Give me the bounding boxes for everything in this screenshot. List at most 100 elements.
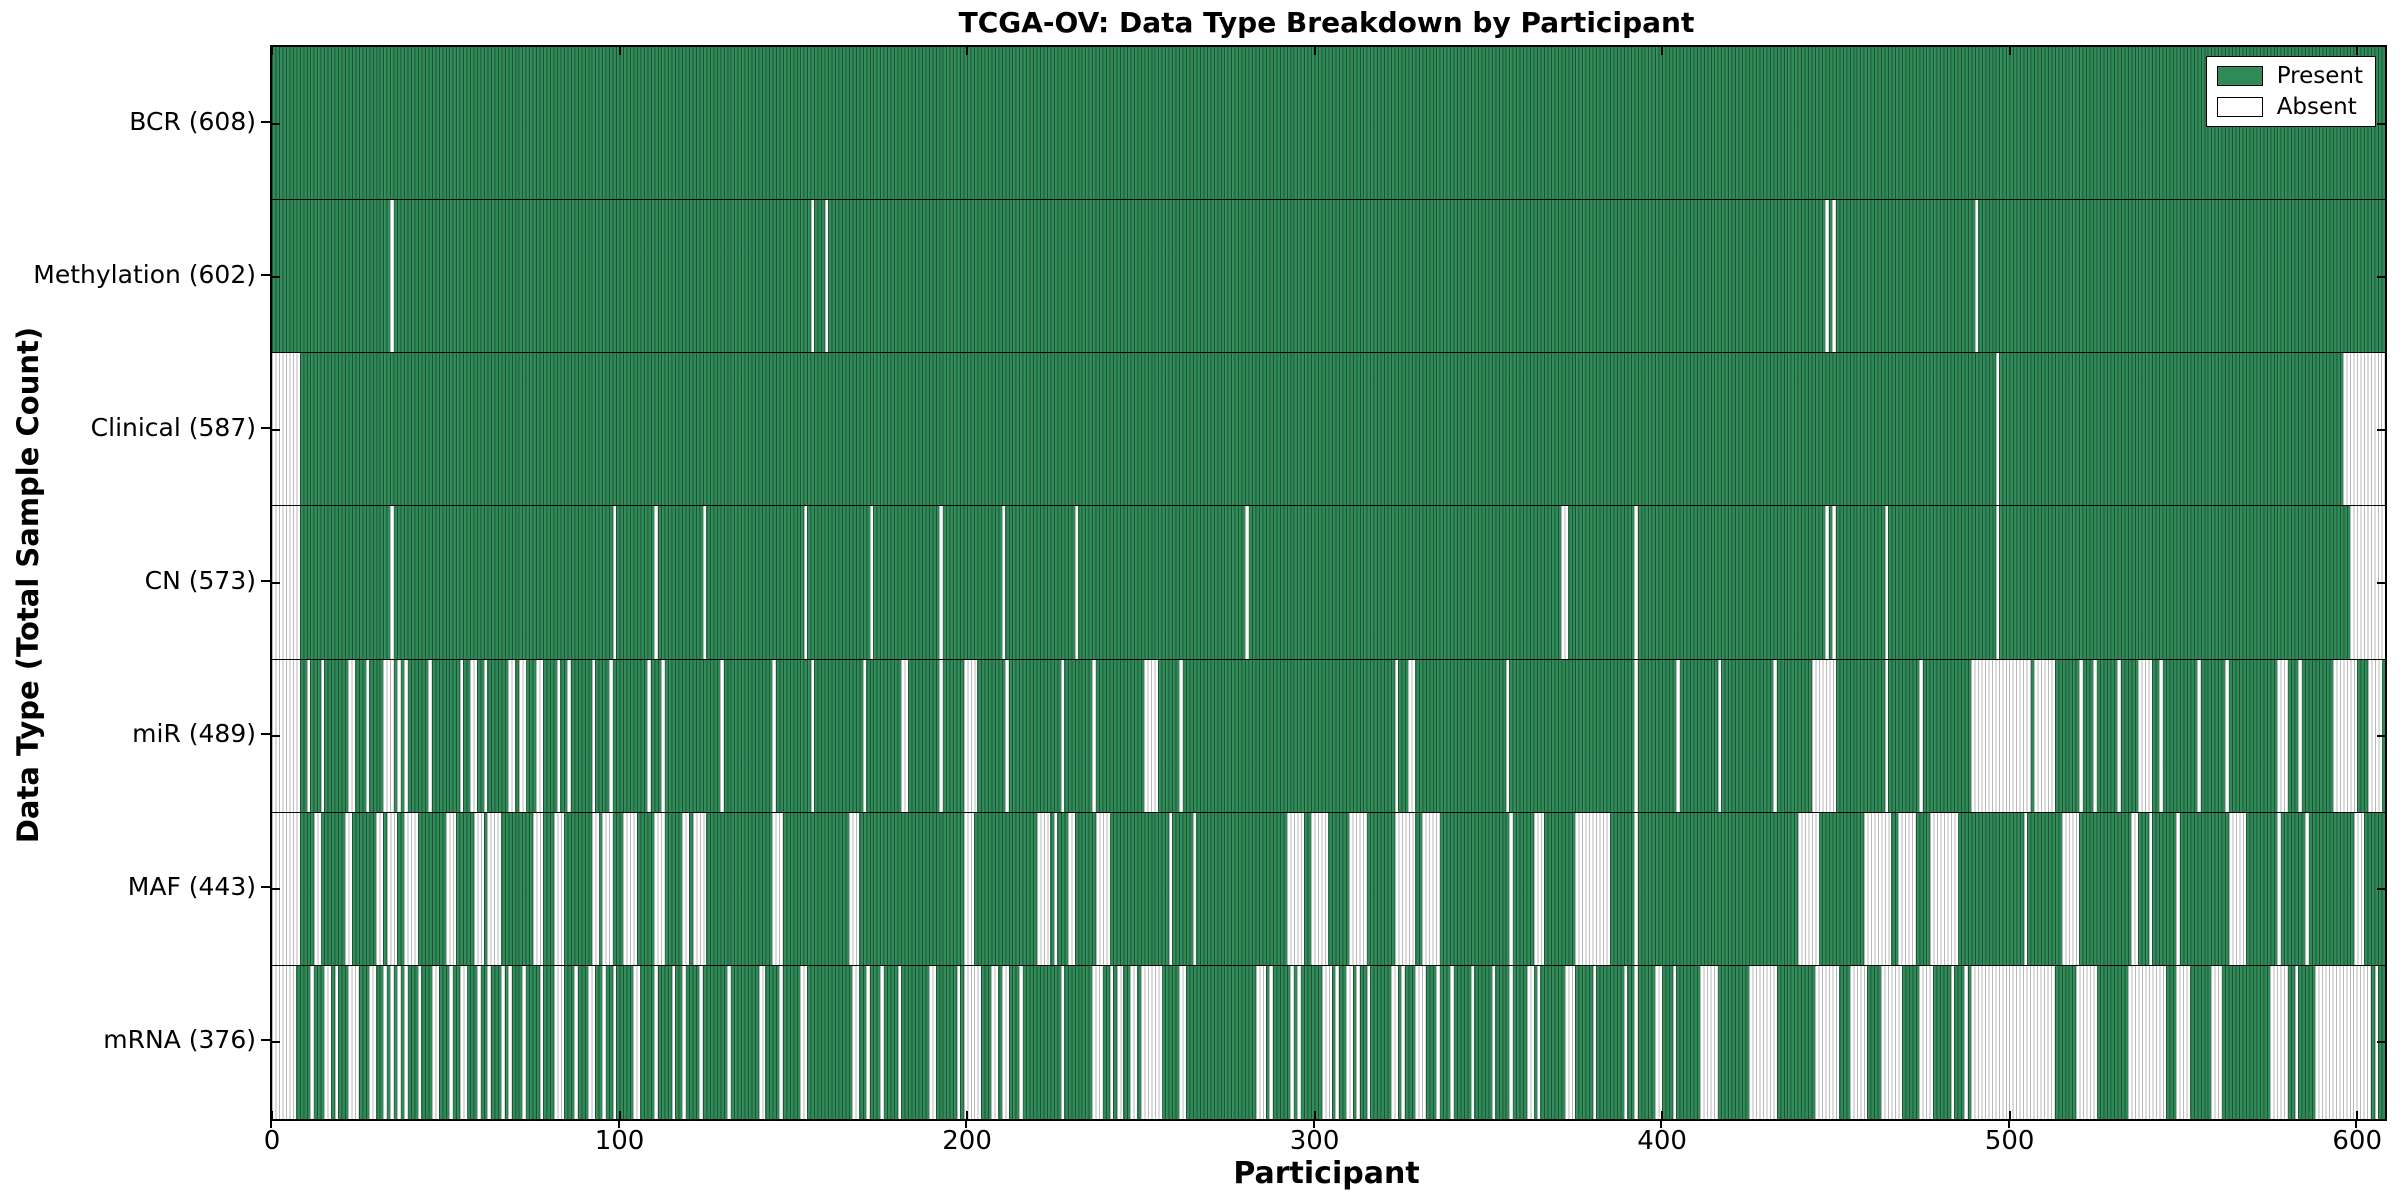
absent-stripe <box>473 812 484 965</box>
absent-stripe <box>2332 659 2358 812</box>
absent-stripe <box>2176 812 2180 965</box>
row-mir <box>272 659 2385 813</box>
absent-stripe <box>1450 965 1454 1119</box>
absent-stripe <box>508 965 512 1119</box>
absent-stripe <box>1401 965 1405 1119</box>
absent-stripe <box>522 965 526 1119</box>
x-tick-mark-inner <box>1313 1111 1316 1119</box>
absent-stripe <box>810 200 815 353</box>
absent-stripe <box>1144 659 1159 812</box>
absent-stripe <box>2294 965 2299 1119</box>
y-tick-mark <box>261 426 270 429</box>
absent-stripe <box>1561 506 1569 659</box>
absent-stripe <box>344 812 352 965</box>
absent-stripe <box>2159 659 2163 812</box>
absent-stripe <box>1179 965 1186 1119</box>
absent-stripe <box>365 659 370 812</box>
absent-stripe <box>803 506 808 659</box>
absent-stripe <box>2176 965 2191 1119</box>
absent-stripe <box>2225 659 2229 812</box>
absent-stripe <box>1415 965 1423 1119</box>
absent-stripe <box>1436 965 1440 1119</box>
absent-stripe <box>869 506 874 659</box>
absent-stripe <box>320 659 325 812</box>
absent-stripe <box>2211 965 2222 1119</box>
x-tick-mark-inner <box>966 1111 969 1119</box>
absent-stripe <box>2270 965 2288 1119</box>
x-tick-label: 100 <box>594 1126 645 1156</box>
absent-stripe <box>2367 659 2382 812</box>
absent-stripe <box>1509 812 1513 965</box>
absent-stripe <box>2079 659 2083 812</box>
x-tick-mark-inner <box>271 1111 273 1119</box>
absent-stripe <box>588 965 596 1119</box>
absent-stripe <box>2075 965 2097 1119</box>
absent-stripe <box>702 506 707 659</box>
absent-stripe <box>390 506 394 659</box>
x-tick-mark-inner <box>2008 1111 2011 1119</box>
absent-stripe <box>1995 506 2000 659</box>
absent-stripe <box>1749 965 1777 1119</box>
absent-stripe <box>553 965 564 1119</box>
absent-stripe <box>404 812 418 965</box>
absent-stripe <box>1533 812 1544 965</box>
absent-stripe <box>862 659 867 812</box>
absent-stripe <box>963 965 974 1119</box>
y-tick-label: Clinical (587) <box>90 412 256 442</box>
x-tick-mark <box>2355 1119 2358 1128</box>
x-tick-mark-inner <box>271 47 273 55</box>
row-mrna <box>272 965 2385 1119</box>
absent-stripe <box>574 965 578 1119</box>
x-tick-mark <box>965 1119 968 1128</box>
y-tick-mark-inner <box>2377 582 2385 584</box>
absent-stripe <box>901 659 908 812</box>
x-tick-mark <box>2007 1119 2010 1128</box>
absent-stripe <box>591 659 596 812</box>
absent-stripe <box>536 659 544 812</box>
y-tick-mark <box>261 1039 270 1042</box>
absent-stripe <box>1815 965 1840 1119</box>
absent-stripe <box>991 965 999 1119</box>
absent-stripe <box>1773 659 1777 812</box>
absent-stripe <box>609 659 613 812</box>
absent-stripe <box>692 812 707 965</box>
absent-stripe <box>2350 506 2385 659</box>
x-tick-mark-inner <box>1313 47 1316 55</box>
absent-stripe <box>539 965 544 1119</box>
x-tick-mark-inner <box>2356 1111 2359 1119</box>
absent-stripe <box>1919 965 1934 1119</box>
absent-stripe <box>1001 506 1006 659</box>
absent-stripe <box>2197 659 2201 812</box>
absent-stripe <box>1509 965 1513 1119</box>
absent-stripe <box>567 659 571 812</box>
absent-stripe <box>602 965 606 1119</box>
absent-stripe <box>623 812 637 965</box>
x-tick-mark-inner <box>1661 47 1664 55</box>
x-tick-label: 500 <box>1984 1126 2035 1156</box>
absent-stripe <box>897 965 902 1119</box>
absent-stripe <box>272 812 300 965</box>
y-tick-mark-inner <box>272 888 280 891</box>
y-tick-mark-inner <box>272 582 280 584</box>
x-tick-label: 400 <box>1637 1126 1687 1156</box>
absent-stripe <box>654 965 658 1119</box>
absent-stripe <box>1995 353 2000 506</box>
present-swatch <box>2216 66 2263 86</box>
absent-stripe <box>386 812 398 965</box>
absent-stripe <box>1394 659 1398 812</box>
x-tick-mark <box>1312 1119 1315 1128</box>
absent-stripe <box>1422 965 1426 1119</box>
absent-stripe <box>2117 659 2121 812</box>
absent-stripe <box>376 812 384 965</box>
y-tick-mark <box>261 273 270 276</box>
absent-stripe <box>1109 965 1114 1119</box>
y-tick-mark-inner <box>272 428 280 431</box>
absent-stripe <box>445 812 457 965</box>
absent-stripe <box>866 965 870 1119</box>
absent-stripe <box>1863 812 1892 965</box>
absent-stripe <box>1074 506 1079 659</box>
absent-stripe <box>682 812 690 965</box>
y-tick-mark-inner <box>2377 1041 2385 1044</box>
absent-stripe <box>1797 812 1819 965</box>
absent-stripe <box>699 965 703 1119</box>
